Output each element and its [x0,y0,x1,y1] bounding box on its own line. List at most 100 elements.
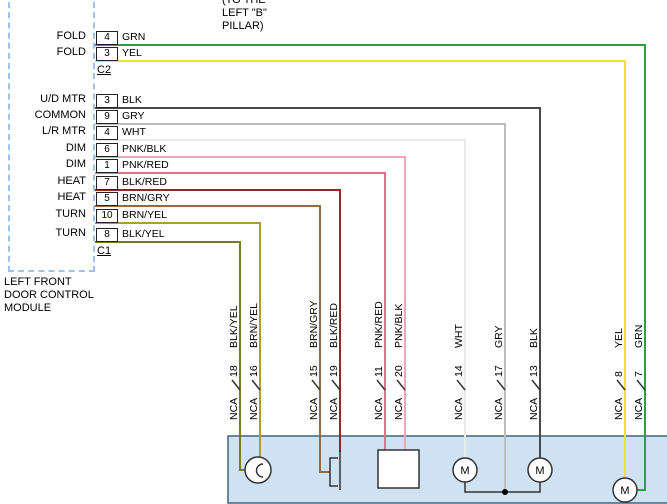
module-pin-function: DIM [65,142,86,154]
inline-connector-tick [251,379,261,391]
dimming-element-symbol [377,449,420,489]
turn-signal-lamp-symbol [244,456,272,484]
terminal-number: 19 [328,365,340,377]
terminal-number: 20 [393,365,405,377]
terminal-number: 11 [373,366,385,377]
module-pin-number: 10 [96,209,118,223]
note-line: (TO THE [222,0,266,6]
inline-connector-tick [331,379,341,391]
terminal-number: 17 [493,365,505,377]
wire-color-code: WHT [122,126,146,138]
wire-brn-yel [95,222,261,457]
terminal-number: 18 [228,365,240,377]
module-caption-line: LEFT FRONT [4,276,72,288]
wire-color-code: BLK [122,94,142,106]
wire-color-code: BLK/YEL [122,228,165,240]
fold-motor-symbol [612,477,638,503]
wire-color-code: YEL [122,47,142,59]
module-pin-number: 4 [96,126,118,140]
module-pin-number: 1 [96,159,118,173]
connector-cavity-label: NCA [493,398,505,420]
wire-color-code: BRN/GRY [122,192,170,204]
wire-pnk-blk [95,156,406,450]
module-pin-function: HEAT [57,175,86,187]
wire-color-label-vertical: BLK/YEL [228,305,240,348]
connector-cavity-label: NCA [248,398,260,420]
wire-blk-yel [95,241,245,471]
terminal-number: 13 [528,365,540,377]
module-pin-number: 8 [96,228,118,242]
wire-color-label-vertical: BRN/YEL [248,303,260,348]
module-pin-number: 5 [96,192,118,206]
module-pin-function: TURN [55,208,86,220]
module-caption: LEFT FRONT DOOR CONTROL MODULE [4,276,94,315]
connector-cavity-label: NCA [528,398,540,420]
connector-cavity-label: NCA [373,398,385,420]
module-caption-line: MODULE [4,302,52,314]
connector-cavity-label: NCA [308,398,320,420]
connector-c1-label: C1 [97,245,112,257]
connector-cavity-label: NCA [228,398,240,420]
wire-color-label-vertical: BRN/GRY [308,300,320,348]
note-line: PILLAR) [222,20,264,32]
connector-c2-label: C2 [97,64,112,76]
wire-color-code: BRN/YEL [122,209,167,221]
junction-dot [502,489,508,495]
inline-connector-tick [396,379,406,391]
wire-color-label-vertical: PNK/RED [373,301,385,348]
wire-blk [95,107,541,458]
ud-motor-label: M [535,465,544,477]
module-pin-number: 3 [96,47,118,61]
wire-color-code: GRN [122,31,146,43]
terminal-number: 8 [613,371,625,377]
lr-motor-label: M [460,465,469,477]
connector-cavity-label: NCA [328,398,340,420]
inline-connector-tick [231,379,241,391]
mirror-assembly-box [227,435,667,504]
note-line: LEFT "B" [222,7,267,19]
harness-destination-note: (TO THE LEFT "B" PILLAR) [222,0,267,33]
module-pin-function: HEAT [57,191,86,203]
wire-color-label-vertical: BLK/RED [328,303,340,348]
module-pin-function: COMMON [34,109,86,121]
wire-color-code: PNK/BLK [122,143,167,155]
module-pin-number: 7 [96,176,118,190]
connector-cavity-label: NCA [633,398,645,420]
wire-pnk-red [95,172,386,450]
inline-connector-tick [531,379,541,391]
wire-color-label-vertical: PNK/BLK [393,304,405,348]
wire-color-label-vertical: WHT [453,324,465,348]
module-caption-line: DOOR CONTROL [4,289,94,301]
wire-gry [95,123,506,492]
inline-connector-tick [616,379,626,391]
module-pin-function: DIM [65,158,86,170]
module-pin-number: 9 [96,110,118,124]
heater-element-symbol [329,457,338,487]
door-control-module-box [8,0,95,272]
module-pin-function: FOLD [56,46,86,58]
inline-connector-tick [456,379,466,391]
wire-color-label-vertical: BLK [528,328,540,348]
inline-connector-tick [496,379,506,391]
module-pin-number: 4 [96,31,118,45]
fold-motor-label: M [620,485,629,497]
wire-color-code: BLK/RED [122,176,167,188]
module-pin-number: 3 [96,94,118,108]
inline-connector-tick [376,379,386,391]
lamp-filament-icon [255,463,264,478]
inline-connector-tick [636,379,646,391]
wire-wht [95,139,466,458]
module-pin-function: TURN [55,227,86,239]
mirror-assembly-symbols: M M M [244,449,638,503]
terminal-number: 15 [308,365,320,377]
module-pin-function: L/R MTR [42,125,86,137]
terminal-number: 16 [248,365,260,377]
connector-cavity-label: NCA [613,398,625,420]
wire-blk-red [95,189,341,452]
wire-yel [95,60,626,478]
wire-brn-gry [95,205,330,473]
terminal-number: 14 [453,365,465,377]
wire-color-label-vertical: YEL [613,328,625,348]
